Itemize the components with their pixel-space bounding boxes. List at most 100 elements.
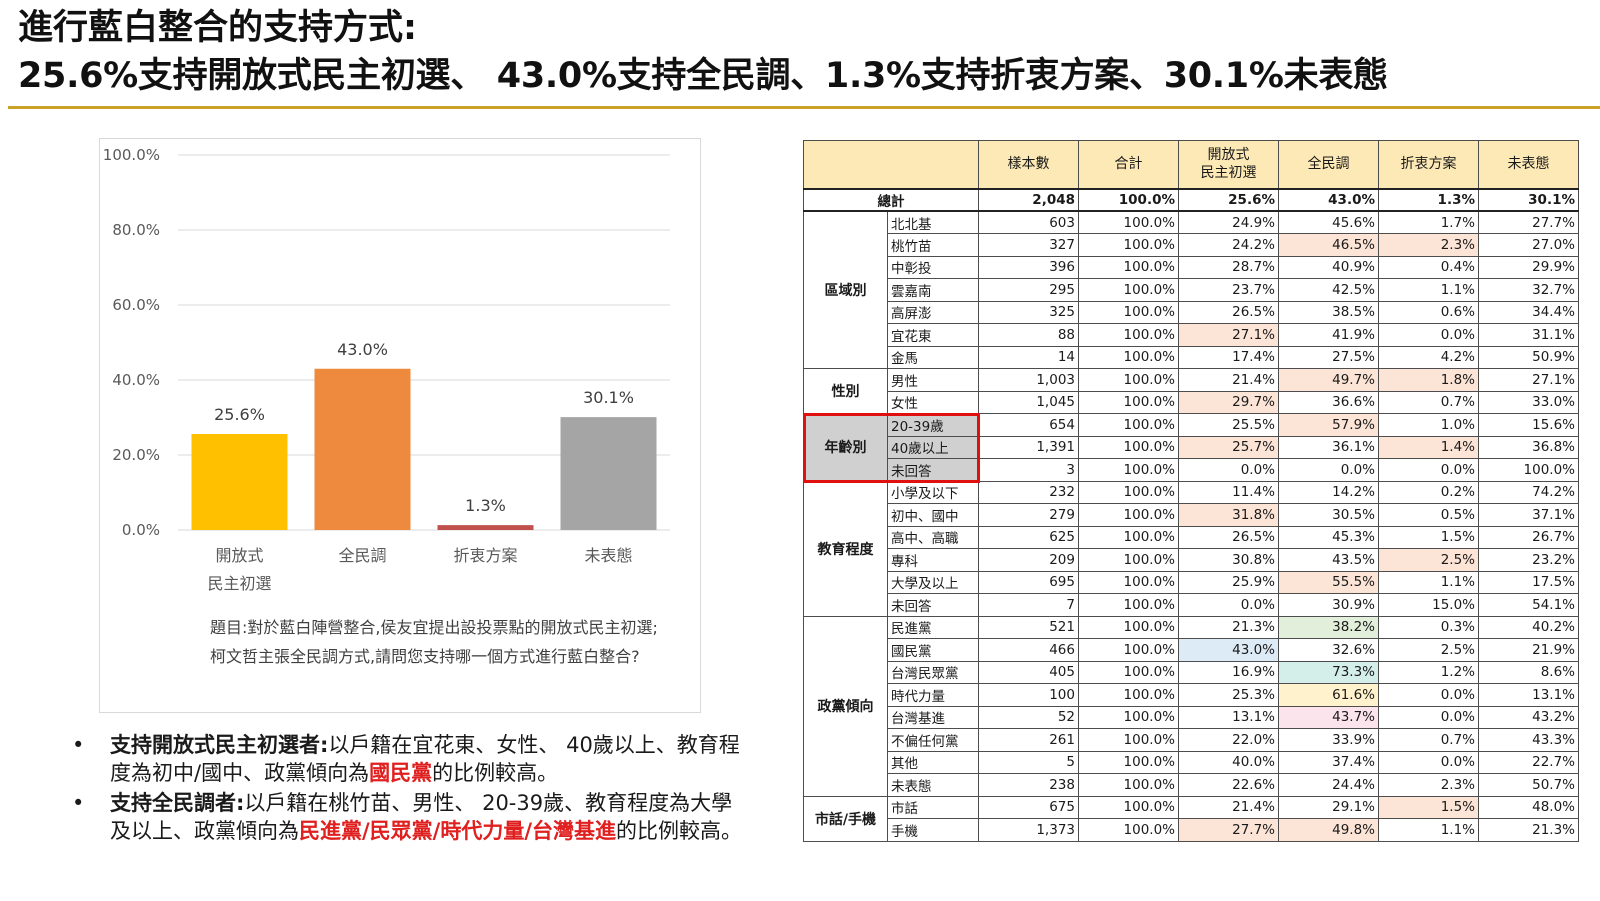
table-cell: 1,003 <box>978 368 1079 392</box>
table-cell: 26.7% <box>1478 525 1579 549</box>
table-cell: 21.4% <box>1178 795 1279 819</box>
finding-open-primary: • 支持開放式民主初選者:以戶籍在宜花東、女性、 40歲以上、教育程度為初中/國… <box>72 731 752 787</box>
table-cell: 100.0% <box>1078 615 1179 639</box>
table-row: 大學及以上 695 100.0% 25.9% 55.5% 1.1% 17.5% <box>804 570 1579 594</box>
table-row: 不偏任何黨 261 100.0% 22.0% 33.9% 0.7% 43.3% <box>804 728 1579 752</box>
table-cell: 43.2% <box>1478 705 1579 729</box>
table-cell: 2.3% <box>1378 233 1479 257</box>
column-header: 樣本數 <box>978 140 1079 190</box>
row-label: 北北基 <box>887 210 979 234</box>
table-cell: 27.7% <box>1478 210 1579 234</box>
table-row: 政黨傾向 民進黨 521 100.0% 21.3% 38.2% 0.3% 40.2% <box>803 615 1579 797</box>
row-label: 高中、高職 <box>887 525 979 549</box>
table-cell: 466 <box>978 638 1079 662</box>
table-header-row: 樣本數 合計 開放式 民主初選 全民調 折衷方案 未表態 <box>803 140 1579 190</box>
total-cell: 43.0% <box>1278 188 1379 212</box>
table-cell: 31.8% <box>1178 503 1279 527</box>
row-label: 中彰投 <box>887 255 979 279</box>
row-label: 未表態 <box>887 773 979 797</box>
table-cell: 50.7% <box>1478 773 1579 797</box>
row-label: 其他 <box>887 750 979 774</box>
table-cell: 26.5% <box>1178 525 1279 549</box>
category-label: 全民調 <box>338 546 386 565</box>
table-cell: 209 <box>978 548 1079 572</box>
table-row: 雲嘉南 295 100.0% 23.7% 42.5% 1.1% 32.7% <box>804 278 1579 302</box>
row-label: 台灣民眾黨 <box>887 660 979 684</box>
table-cell: 43.0% <box>1178 638 1279 662</box>
table-cell: 31.1% <box>1478 323 1579 347</box>
table-cell: 40.9% <box>1278 255 1379 279</box>
table-cell: 46.5% <box>1278 233 1379 257</box>
y-tick-label: 80.0% <box>112 221 160 239</box>
row-label: 金馬 <box>887 345 979 369</box>
table-cell: 100 <box>978 683 1079 707</box>
table-cell: 37.1% <box>1478 503 1579 527</box>
finding-poll: • 支持全民調者:以戶籍在桃竹苗、男性、 20-39歲、教育程度為大學及以上、政… <box>72 789 752 845</box>
table-cell: 27.7% <box>1178 818 1279 842</box>
table-cell: 29.7% <box>1178 390 1279 414</box>
table-cell: 0.4% <box>1378 255 1479 279</box>
finding-party-highlight: 民進黨/民眾黨/時代力量/台灣基進 <box>299 819 617 843</box>
table-cell: 654 <box>978 413 1079 437</box>
table-cell: 38.2% <box>1278 615 1379 639</box>
finding-text: 以戶籍在宜花東、女性、 40歲以上、教育程度為初中/國中、政黨傾向為 <box>110 733 740 785</box>
table-cell: 100.0% <box>1078 773 1179 797</box>
row-label: 宜花東 <box>887 323 979 347</box>
table-cell: 36.8% <box>1478 435 1579 459</box>
row-label: 40歲以上 <box>887 435 979 459</box>
table-corner <box>803 140 979 190</box>
table-row: 台灣基進 52 100.0% 13.1% 43.7% 0.0% 43.2% <box>804 705 1579 729</box>
table-cell: 24.9% <box>1178 210 1279 234</box>
table-cell: 50.9% <box>1478 345 1579 369</box>
table-cell: 21.3% <box>1178 615 1279 639</box>
row-group-label: 市話/手機 <box>803 795 888 842</box>
row-label: 高屏澎 <box>887 300 979 324</box>
table-cell: 2.5% <box>1378 638 1479 662</box>
table-cell: 0.5% <box>1378 503 1479 527</box>
table-cell: 100.0% <box>1078 278 1179 302</box>
table-cell: 232 <box>978 480 1079 504</box>
table-cell: 1,045 <box>978 390 1079 414</box>
slide-title-line1: 進行藍白整合的支持方式: <box>18 8 417 48</box>
table-cell: 32.7% <box>1478 278 1579 302</box>
table-cell: 100.0% <box>1078 300 1179 324</box>
finding-party-highlight: 國民黨 <box>369 761 433 785</box>
table-cell: 1.2% <box>1378 660 1479 684</box>
table-cell: 325 <box>978 300 1079 324</box>
crosstab-table: 樣本數 合計 開放式 民主初選 全民調 折衷方案 未表態 總計 2,048 100.0% 25.6%… <box>803 140 1579 842</box>
table-row: 初中、國中 279 100.0% 31.8% 30.5% 0.5% 37.1% <box>804 503 1579 527</box>
table-row: 未回答 3 100.0% 0.0% 0.0% 0.0% 100.0% <box>804 458 1579 482</box>
table-cell: 603 <box>978 210 1079 234</box>
table-cell: 25.3% <box>1178 683 1279 707</box>
total-cell: 1.3% <box>1378 188 1479 212</box>
table-cell: 25.7% <box>1178 435 1279 459</box>
data-label: 30.1% <box>583 388 634 407</box>
table-cell: 29.9% <box>1478 255 1579 279</box>
table-cell: 100.0% <box>1078 795 1179 819</box>
row-label: 不偏任何黨 <box>887 728 979 752</box>
table-cell: 22.6% <box>1178 773 1279 797</box>
table-cell: 36.1% <box>1278 435 1379 459</box>
total-cell: 30.1% <box>1478 188 1579 212</box>
table-cell: 3 <box>978 458 1079 482</box>
y-tick-label: 60.0% <box>112 296 160 314</box>
table-cell: 1.8% <box>1378 368 1479 392</box>
total-cell: 2,048 <box>978 188 1079 212</box>
table-row: 時代力量 100 100.0% 25.3% 61.6% 0.0% 13.1% <box>804 683 1579 707</box>
row-label: 國民黨 <box>887 638 979 662</box>
table-cell: 13.1% <box>1478 683 1579 707</box>
table-cell: 33.9% <box>1278 728 1379 752</box>
table-cell: 7 <box>978 593 1079 617</box>
column-header: 全民調 <box>1278 140 1379 190</box>
table-cell: 27.1% <box>1478 368 1579 392</box>
row-label: 未回答 <box>887 593 979 617</box>
table-cell: 32.6% <box>1278 638 1379 662</box>
table-cell: 0.0% <box>1178 458 1279 482</box>
bar <box>191 434 288 530</box>
y-tick-label: 40.0% <box>112 371 160 389</box>
table-cell: 55.5% <box>1278 570 1379 594</box>
row-label: 雲嘉南 <box>887 278 979 302</box>
table-cell: 33.0% <box>1478 390 1579 414</box>
table-cell: 396 <box>978 255 1079 279</box>
table-cell: 49.7% <box>1278 368 1379 392</box>
